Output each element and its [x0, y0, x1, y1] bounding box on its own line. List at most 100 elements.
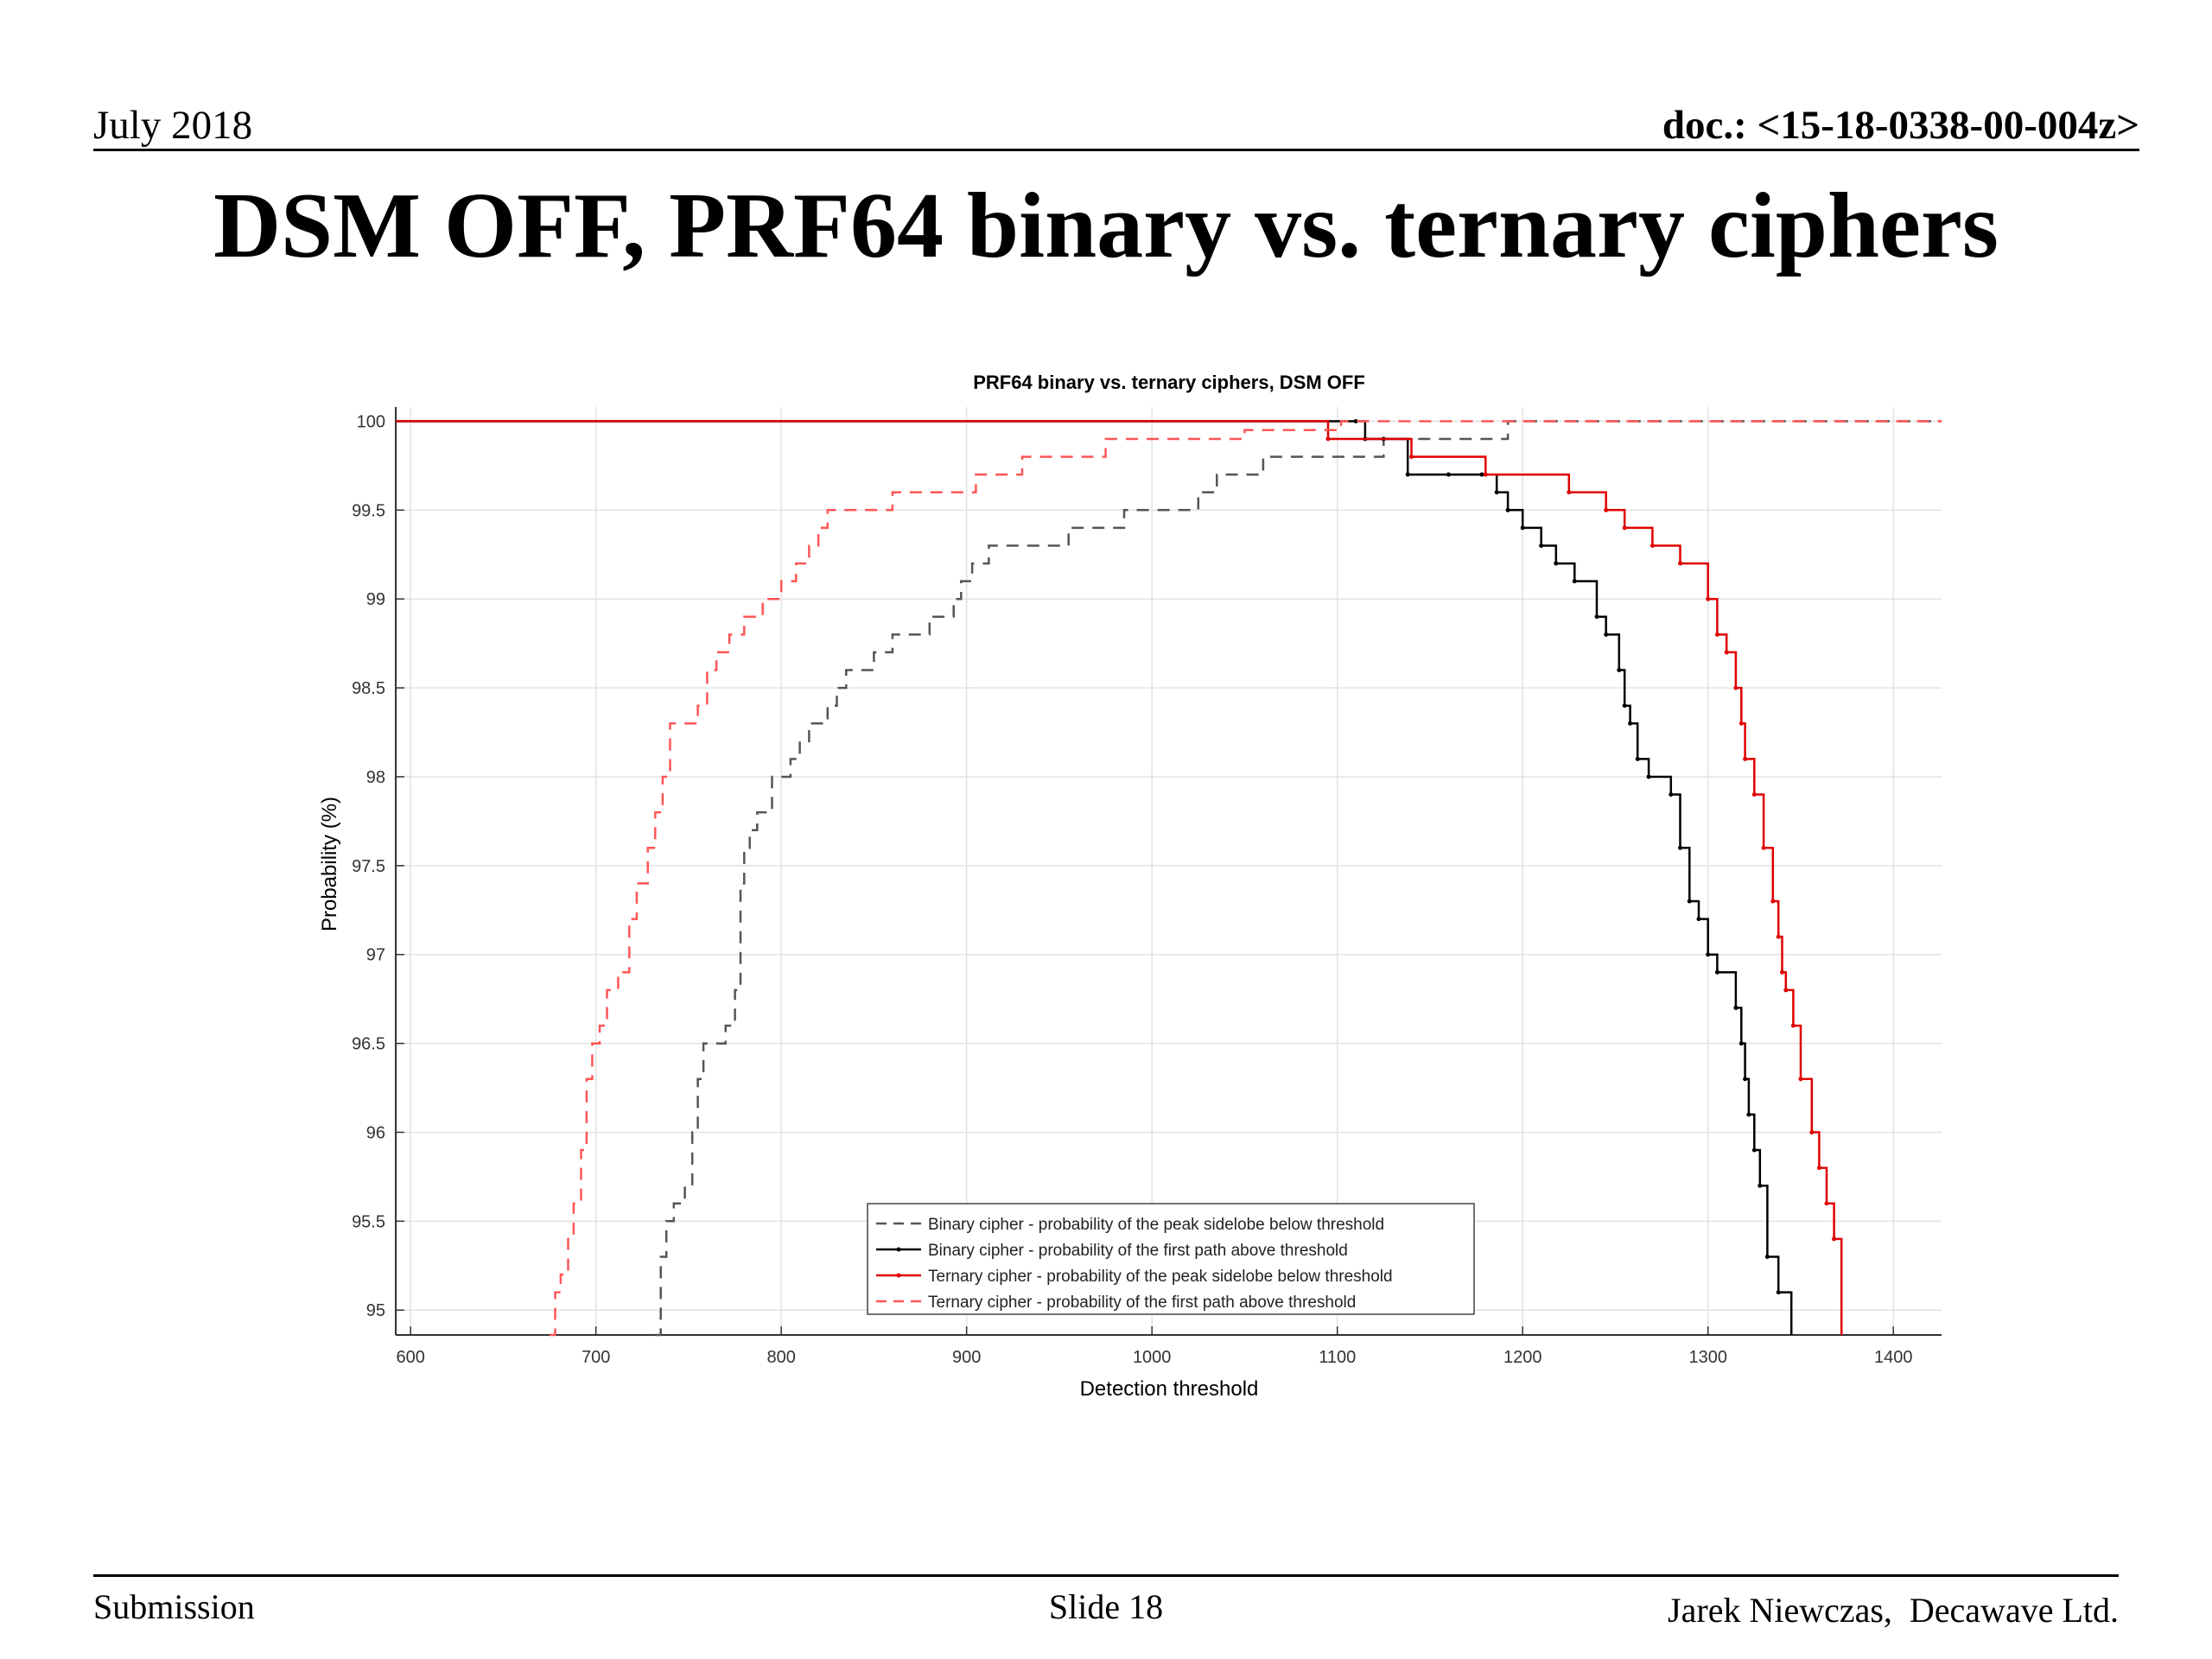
series-point-2 — [1554, 561, 1559, 566]
legend-box — [867, 1203, 1475, 1315]
legend-marker — [896, 1247, 901, 1252]
series-point-2 — [1746, 1112, 1751, 1117]
series-point-3 — [1649, 543, 1655, 548]
series-point-2 — [1405, 472, 1410, 477]
x-tick-label: 800 — [766, 1348, 795, 1367]
series-point-2 — [1733, 1005, 1738, 1010]
series-point-3 — [1809, 1129, 1815, 1135]
series-point-3 — [1790, 1023, 1796, 1028]
series-point-3 — [1751, 792, 1757, 798]
series-point-3 — [1761, 845, 1766, 850]
series-point-2 — [1635, 756, 1640, 761]
series-point-2 — [1714, 969, 1719, 975]
slide-title: DSM OFF, PRF64 binary vs. ternary cipher… — [213, 175, 1999, 277]
legend-label: Binary cipher - probability of the first… — [928, 1242, 1348, 1260]
y-tick-label: 97 — [366, 946, 385, 965]
series-point-3 — [1770, 899, 1776, 904]
series-line-3 — [396, 420, 1843, 1335]
legend-marker — [896, 1273, 901, 1278]
series-point-2 — [1687, 899, 1692, 904]
series-point-3 — [1622, 525, 1627, 531]
series-point-3 — [1483, 472, 1488, 477]
legend-label: Ternary cipher - probability of the peak… — [928, 1268, 1393, 1286]
series-point-3 — [1824, 1201, 1829, 1206]
x-tick-label: 900 — [952, 1348, 981, 1367]
series-point-2 — [1678, 845, 1683, 850]
series-point-2 — [1758, 1183, 1763, 1188]
series-point-2 — [1353, 418, 1358, 423]
footer-submission: Submission — [93, 1587, 255, 1626]
y-tick-label: 99 — [366, 590, 385, 609]
series-point-2 — [1646, 774, 1651, 779]
y-tick-label: 100 — [357, 412, 385, 431]
grid-lines — [396, 407, 1942, 1335]
series-point-2 — [1743, 1077, 1748, 1082]
data-series — [396, 418, 1942, 1337]
series-point-2 — [1696, 917, 1701, 922]
series-point-2 — [1617, 668, 1622, 673]
x-tick-label: 600 — [396, 1348, 424, 1367]
x-tick-label: 1400 — [1874, 1348, 1913, 1367]
y-tick-label: 96.5 — [352, 1035, 385, 1054]
series-point-2 — [1776, 1290, 1781, 1295]
x-tick-label: 1300 — [1688, 1348, 1727, 1367]
series-point-3 — [1776, 934, 1781, 939]
x-axis-label: Detection threshold — [1080, 1377, 1259, 1401]
series-point-2 — [1706, 952, 1711, 957]
series-point-2 — [1628, 721, 1633, 726]
series-point-2 — [1751, 1147, 1757, 1153]
x-tick-label: 700 — [582, 1348, 610, 1367]
x-tick-label: 1000 — [1133, 1348, 1172, 1367]
legend-label: Binary cipher - probability of the peak … — [928, 1216, 1384, 1234]
x-tick-label: 1100 — [1319, 1348, 1356, 1367]
series-point-2 — [1494, 490, 1499, 495]
series-point-2 — [1764, 1254, 1770, 1259]
series-point-3 — [1733, 685, 1738, 690]
series-point-3 — [1798, 1077, 1803, 1082]
series-point-3 — [1724, 650, 1729, 655]
y-tick-label: 95 — [366, 1301, 385, 1320]
legend: Binary cipher - probability of the peak … — [867, 1203, 1475, 1315]
y-tick-label: 96 — [366, 1123, 385, 1142]
series-point-2 — [1604, 632, 1609, 637]
footer-divider — [93, 1574, 2119, 1577]
y-tick-label: 98 — [366, 768, 385, 787]
series-point-3 — [1738, 721, 1744, 726]
series-point-2 — [1539, 543, 1544, 548]
y-tick-label: 95.5 — [352, 1212, 385, 1231]
series-point-2 — [1505, 507, 1510, 512]
document-id: doc.: <15-18-0338-00-004z> — [1662, 103, 2139, 148]
series-point-2 — [1622, 703, 1627, 709]
series-point-3 — [1325, 436, 1331, 442]
y-axis-label: Probability (%) — [318, 797, 341, 931]
y-tick-label: 97.5 — [352, 857, 385, 876]
header-divider — [93, 149, 2139, 151]
legend-label: Ternary cipher - probability of the firs… — [928, 1294, 1356, 1312]
series-point-2 — [1572, 579, 1577, 584]
series-point-3 — [1409, 454, 1414, 460]
series-point-3 — [1780, 969, 1785, 975]
series-point-3 — [1604, 507, 1609, 512]
axes: 600 700 800 900 1000 1100 1200 1300 1400 95 95.5 96… — [352, 407, 1942, 1367]
series-point-3 — [1816, 1166, 1821, 1171]
slide-number: Slide 18 — [1048, 1587, 1164, 1626]
series-point-3 — [1678, 561, 1683, 566]
series-point-3 — [1714, 632, 1719, 637]
series-point-3 — [1706, 596, 1711, 601]
y-tick-label: 98.5 — [352, 679, 385, 698]
series-point-2 — [1594, 614, 1599, 620]
series-line-1 — [655, 420, 1942, 1337]
series-point-2 — [1446, 472, 1451, 477]
y-tick-label: 99.5 — [352, 501, 385, 520]
series-point-2 — [1479, 472, 1484, 477]
series-line-2 — [396, 420, 1793, 1335]
chart-title: PRF64 binary vs. ternary ciphers, DSM OF… — [973, 372, 1365, 393]
series-point-2 — [1520, 525, 1525, 531]
series-point-3 — [1567, 490, 1572, 495]
footer-author: Jarek Niewczas, Decawave Ltd. — [1668, 1591, 2119, 1630]
x-tick-label: 1200 — [1503, 1348, 1542, 1367]
series-point-3 — [1783, 988, 1789, 993]
series-line-4 — [550, 420, 1942, 1337]
slide-date: July 2018 — [93, 103, 253, 148]
